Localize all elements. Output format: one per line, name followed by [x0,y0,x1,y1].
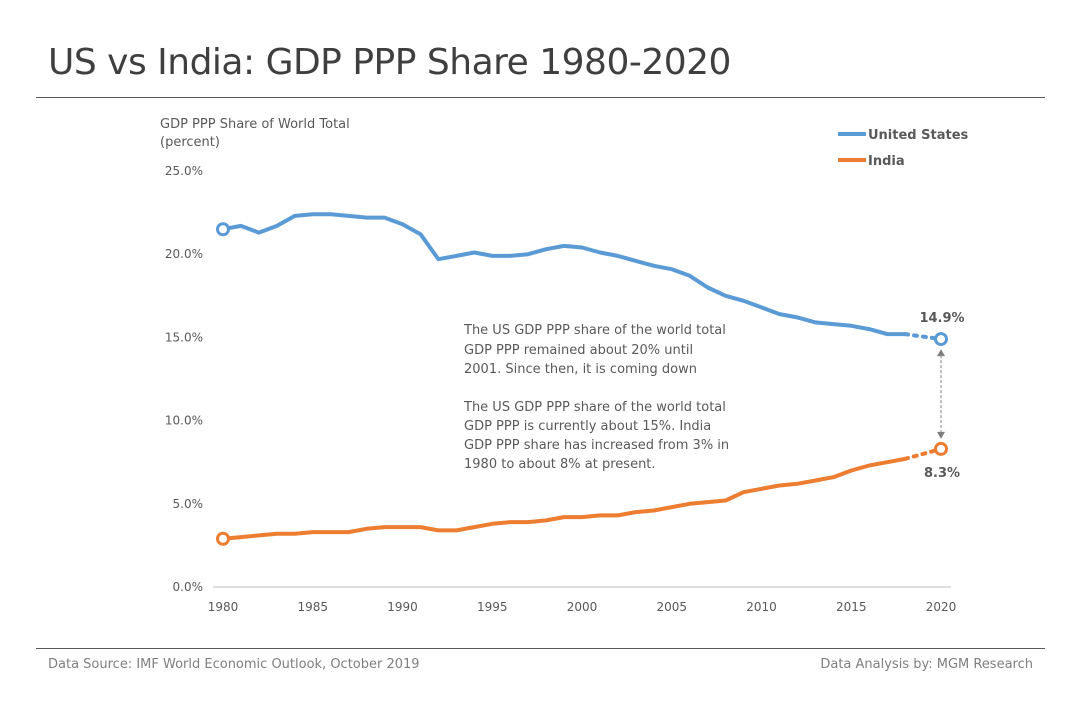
end-value-label-us: 14.9% [919,311,964,326]
start-marker-us [216,222,230,237]
gap-arrow-head-down [937,431,945,439]
end-marker-us [934,332,948,347]
x-tick-label: 1985 [297,600,328,614]
x-tick-label: 2015 [836,600,867,614]
legend-label-united-states: United States [868,128,969,143]
annotation-text-line: GDP PPP is currently about 15%. India [464,419,711,434]
y-tick-label: 15.0% [165,330,203,344]
series-line-india [221,456,908,541]
annotation-text-line: 1980 to about 8% at present. [464,457,656,472]
annotation-text-line: The US GDP PPP share of the world total [463,400,726,415]
y-axis-title-line-2: (percent) [160,135,220,150]
end-value-label-india: 8.3% [924,466,960,481]
y-axis-title: GDP PPP Share of World Total (percent) [160,117,350,150]
x-tick-label: 2000 [567,600,598,614]
end-marker-india [934,441,948,456]
y-tick-label: 5.0% [173,497,204,511]
x-tick-label: 2020 [926,600,957,614]
series-line-us [221,212,908,337]
slide-title: US vs India: GDP PPP Share 1980-2020 [48,42,731,83]
start-marker-india [216,531,230,546]
annotation-text-line: The US GDP PPP share of the world total [463,323,726,338]
y-tick-label: 10.0% [165,414,203,428]
annotation-text-line: 2001. Since then, it is coming down [464,362,697,377]
y-axis-title-line-1: GDP PPP Share of World Total [160,117,350,132]
gap-arrow-head-up [937,349,945,357]
y-tick-label: 20.0% [165,247,203,261]
legend-label-india: India [868,154,905,169]
x-tick-label: 1990 [387,600,418,614]
annotation-text-line: GDP PPP share has increased from 3% in [464,438,729,453]
x-tick-label: 2005 [656,600,687,614]
x-tick-label: 2010 [746,600,777,614]
x-tick-label: 1995 [477,600,508,614]
y-tick-label: 0.0% [173,580,204,594]
footer-divider [36,648,1045,649]
data-analysis-credit: Data Analysis by: MGM Research [820,657,1033,672]
data-source-note: Data Source: IMF World Economic Outlook,… [48,657,420,672]
title-divider [36,97,1045,98]
y-tick-label: 25.0% [165,164,203,178]
annotation-text-line: GDP PPP remained about 20% until [464,343,693,358]
x-tick-label: 1980 [208,600,239,614]
